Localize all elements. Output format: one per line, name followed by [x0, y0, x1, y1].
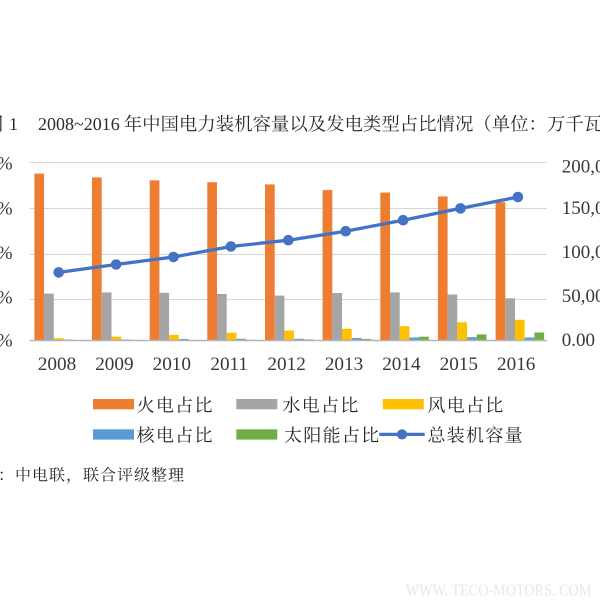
- svg-text:2012: 2012: [267, 354, 305, 375]
- svg-text:50,000.00: 50,000.00: [562, 286, 600, 307]
- svg-text:0.00: 0.00: [562, 330, 595, 351]
- svg-text:40%: 40%: [0, 243, 13, 264]
- svg-text:2014: 2014: [382, 354, 421, 375]
- svg-text:20%: 20%: [0, 288, 13, 309]
- svg-text:WWW. TECO-MOTORS. COM: WWW. TECO-MOTORS. COM: [406, 581, 592, 600]
- svg-text:2016: 2016: [497, 354, 536, 375]
- svg-text:150,000.00: 150,000.00: [562, 198, 600, 219]
- svg-text:2011: 2011: [210, 354, 248, 375]
- svg-text:2013: 2013: [325, 354, 363, 375]
- svg-text:100,000.00: 100,000.00: [562, 242, 600, 263]
- svg-text:2015: 2015: [440, 354, 478, 375]
- svg-text:2010: 2010: [153, 354, 191, 375]
- svg-text:60%: 60%: [0, 199, 13, 220]
- svg-text:2008: 2008: [38, 354, 76, 375]
- svg-text:200,000.00: 200,000.00: [562, 157, 600, 178]
- svg-text:2009: 2009: [95, 354, 133, 375]
- svg-text:80%: 80%: [0, 154, 13, 175]
- svg-text:0%: 0%: [0, 330, 13, 351]
